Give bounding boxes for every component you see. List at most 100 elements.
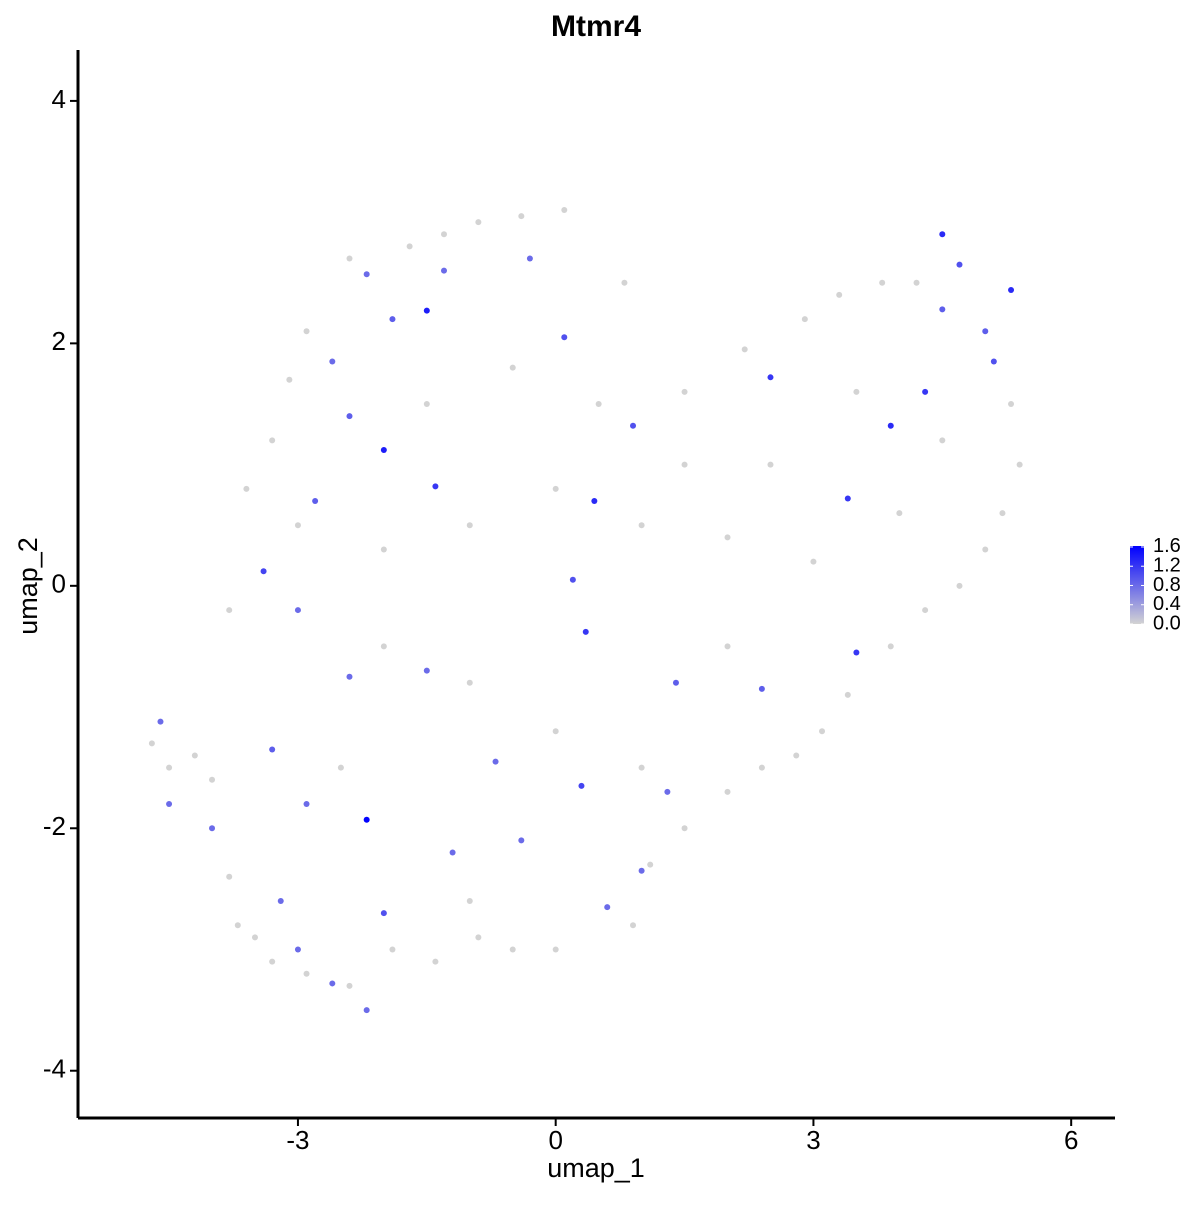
point [638, 522, 645, 529]
point [466, 522, 473, 529]
point [518, 213, 525, 220]
point [630, 422, 637, 429]
point [441, 267, 447, 274]
point [226, 607, 233, 614]
point [1016, 461, 1023, 468]
point [681, 388, 688, 395]
point [389, 316, 396, 323]
point [294, 522, 301, 529]
point [922, 607, 929, 614]
point [758, 685, 765, 692]
point [380, 447, 387, 454]
point [363, 816, 370, 823]
point [887, 643, 894, 650]
point [243, 485, 250, 492]
x-tick-label: -3 [286, 1125, 309, 1155]
point [166, 764, 173, 771]
x-tick-label: 0 [548, 1125, 562, 1155]
point [836, 291, 843, 298]
point [329, 358, 336, 365]
point [982, 328, 989, 335]
point [879, 279, 886, 286]
point [423, 667, 430, 674]
point [939, 306, 946, 313]
point [269, 746, 276, 753]
point [604, 904, 611, 911]
point [956, 261, 963, 268]
point [209, 825, 216, 832]
point [741, 346, 748, 353]
point [346, 982, 353, 989]
point [956, 582, 963, 589]
y-tick-label: -2 [43, 811, 66, 841]
x-axis-label: umap_1 [547, 1153, 645, 1183]
x-tick-label: 3 [806, 1125, 820, 1155]
point [226, 873, 233, 880]
point [337, 764, 344, 771]
point [844, 691, 851, 698]
point [432, 958, 439, 965]
point [277, 898, 284, 905]
point [346, 413, 353, 420]
chart-title: Mtmr4 [551, 10, 641, 43]
point [896, 510, 903, 517]
point [346, 673, 353, 680]
point [191, 752, 198, 759]
point [664, 788, 671, 795]
point [724, 643, 731, 650]
point [363, 271, 370, 278]
point [423, 400, 430, 407]
point [209, 776, 216, 783]
point [913, 279, 920, 286]
point [922, 388, 929, 395]
point [982, 546, 989, 553]
point [887, 422, 894, 429]
point [509, 364, 516, 371]
point [1008, 287, 1015, 294]
point [819, 728, 826, 735]
point [990, 358, 997, 365]
point [466, 898, 473, 905]
point [939, 437, 946, 444]
y-tick-label: 4 [52, 84, 66, 114]
x-tick-label: 6 [1064, 1125, 1078, 1155]
point [312, 497, 319, 504]
point [389, 946, 396, 953]
point [853, 388, 860, 395]
point [329, 980, 336, 987]
point [475, 219, 482, 226]
point [552, 946, 559, 953]
point [582, 628, 589, 635]
point [578, 782, 585, 789]
point [552, 485, 559, 492]
point [303, 801, 310, 808]
point [157, 718, 164, 725]
point [1008, 400, 1015, 407]
point [647, 861, 654, 868]
point [380, 910, 387, 917]
point [724, 534, 731, 541]
point [260, 568, 267, 575]
point [509, 946, 516, 953]
colorbar-label: 1.2 [1153, 555, 1181, 577]
point [251, 934, 258, 941]
point [406, 243, 413, 250]
point [793, 752, 800, 759]
point [466, 679, 473, 686]
point [621, 279, 628, 286]
point [595, 400, 602, 407]
point [518, 837, 525, 844]
point [432, 483, 439, 490]
point [767, 461, 774, 468]
point [303, 970, 310, 977]
point [561, 207, 568, 214]
y-tick-label: -4 [43, 1054, 66, 1084]
point [853, 649, 860, 656]
point [638, 764, 645, 771]
point [269, 958, 276, 965]
point [939, 231, 946, 238]
point [475, 934, 482, 941]
point [561, 334, 568, 341]
point [526, 255, 533, 262]
